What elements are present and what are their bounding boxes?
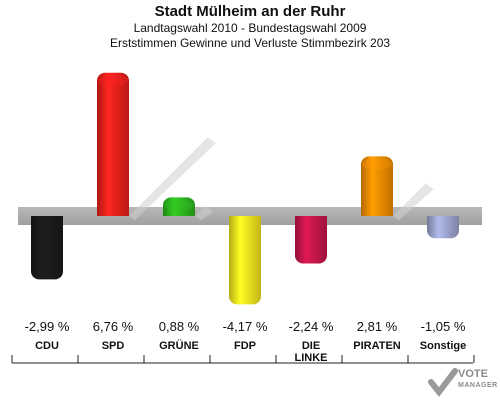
chart-subtitle-election: Landtagswahl 2010 - Bundestagswahl 2009 bbox=[133, 21, 367, 35]
bars bbox=[31, 72, 459, 305]
category-label: SPD bbox=[102, 340, 125, 352]
bar-shadows bbox=[129, 137, 434, 220]
chart-subtitle-district: Erststimmen Gewinne und Verluste Stimmbe… bbox=[109, 36, 391, 50]
bar-spd bbox=[97, 72, 129, 216]
category-label: LINKE bbox=[295, 352, 328, 364]
bar-fdp bbox=[229, 216, 261, 305]
category-label: GRÜNE bbox=[159, 339, 199, 352]
value-label: 2,81 % bbox=[357, 319, 398, 334]
bar-shadow bbox=[195, 205, 214, 220]
category-label: PIRATEN bbox=[353, 340, 401, 352]
category-axis bbox=[11, 355, 475, 364]
vote-manager-logo bbox=[428, 368, 498, 398]
value-labels: -2,99 % 6,76 % 0,88 % -4,17 % -2,24 % 2,81 % -… bbox=[25, 319, 466, 334]
bar-sonstige bbox=[427, 216, 459, 239]
value-label: 6,76 % bbox=[93, 319, 134, 334]
category-label: Sonstige bbox=[420, 340, 466, 352]
value-label: -2,99 % bbox=[25, 319, 70, 334]
bar-grüne bbox=[163, 197, 195, 216]
checkmark-icon bbox=[428, 368, 458, 397]
value-label: -4,17 % bbox=[223, 319, 268, 334]
logo-text: VOTE MANAGER bbox=[458, 369, 498, 391]
bar-shadow bbox=[393, 183, 434, 220]
bar-piraten bbox=[361, 156, 393, 216]
bar-shadow bbox=[129, 137, 216, 220]
bar-die-linke bbox=[295, 216, 327, 264]
logo-line-2: MANAGER bbox=[458, 382, 498, 389]
category-label: FDP bbox=[234, 340, 256, 352]
category-label: CDU bbox=[35, 340, 59, 352]
chart-title: Stadt Mülheim an der Ruhr bbox=[154, 3, 346, 20]
value-label: -2,24 % bbox=[289, 319, 334, 334]
value-label: -1,05 % bbox=[421, 319, 466, 334]
value-label: 0,88 % bbox=[159, 319, 200, 334]
logo-line-1: VOTE bbox=[458, 368, 488, 380]
bar-cdu bbox=[31, 216, 63, 280]
category-label: DIE bbox=[302, 340, 320, 352]
